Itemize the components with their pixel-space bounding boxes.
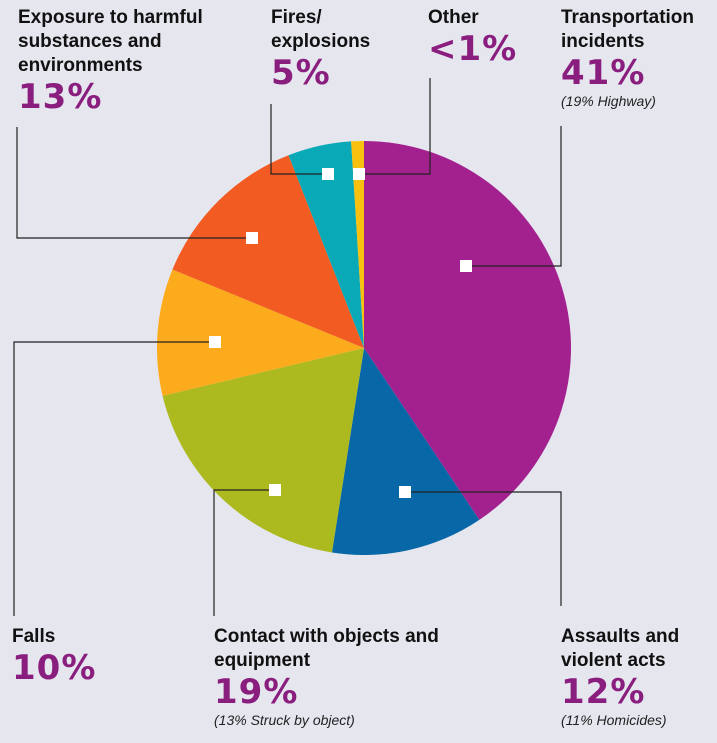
leader-line-falls — [13, 341, 215, 616]
label-contact: Contact with objects and equipment 19% (… — [214, 625, 454, 729]
percent-value: 12% — [561, 672, 646, 712]
pie-slice-fires — [288, 141, 364, 348]
category-name: Transportation incidents — [561, 7, 695, 52]
pie-slice-falls — [157, 269, 364, 396]
pie-slice-other — [351, 141, 364, 348]
label-fires: Fires/ explosions 5% — [271, 6, 371, 92]
label-other: Other <1% — [428, 6, 528, 68]
leader-line-other — [359, 78, 431, 175]
pie-slice-transportation — [364, 141, 572, 520]
slice-marker-contact — [269, 484, 281, 496]
slice-marker-assaults — [399, 486, 411, 498]
percent-value: 19% — [214, 672, 299, 712]
pie-slice-assaults — [331, 348, 480, 555]
category-name: Other — [428, 7, 479, 28]
slice-marker-falls — [209, 336, 221, 348]
leader-line-fires — [270, 104, 328, 175]
label-assaults: Assaults and violent acts 12% (11% Homic… — [561, 625, 717, 729]
slice-marker-fires — [322, 168, 334, 180]
label-transportation: Transportation incidents 41% (19% Highwa… — [561, 6, 717, 110]
percent-value: 5% — [271, 53, 331, 93]
category-name: Assaults and violent acts — [561, 626, 680, 671]
sub-note: (19% Highway) — [561, 93, 656, 109]
category-name: Falls — [12, 626, 56, 647]
slice-marker-other — [353, 168, 365, 180]
percent-value: 10% — [12, 648, 97, 688]
category-name: Contact with objects and equipment — [214, 626, 439, 671]
slice-marker-transportation — [460, 260, 472, 272]
percent-value: 41% — [561, 53, 646, 93]
label-exposure: Exposure to harmful substances and envir… — [18, 6, 248, 116]
sub-note: (13% Struck by object) — [214, 712, 355, 728]
pie-slice-contact — [162, 348, 364, 553]
leader-line-transportation — [466, 126, 562, 267]
leader-line-exposure — [16, 127, 252, 239]
leader-line-contact — [213, 489, 275, 616]
leader-line-assaults — [405, 491, 562, 606]
category-name: Fires/ explosions — [271, 7, 371, 52]
slice-marker-exposure — [246, 232, 258, 244]
pie-slice-exposure — [172, 155, 364, 348]
label-falls: Falls 10% — [12, 625, 162, 687]
percent-value: <1% — [428, 29, 518, 69]
category-name: Exposure to harmful substances and envir… — [18, 7, 203, 76]
percent-value: 13% — [18, 77, 103, 117]
sub-note: (11% Homicides) — [561, 712, 667, 728]
